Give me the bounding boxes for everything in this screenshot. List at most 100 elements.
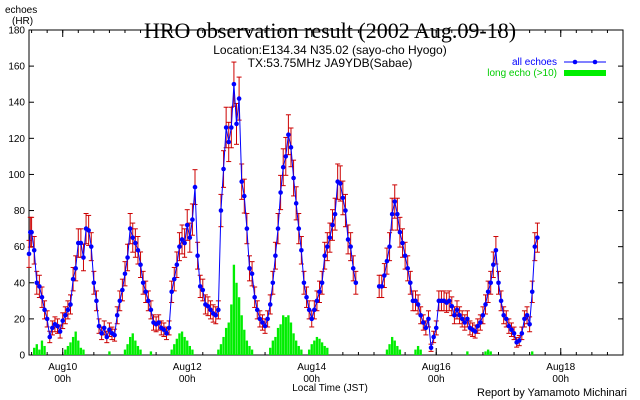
data-point: [73, 266, 78, 271]
long-echo-bar: [128, 336, 132, 355]
data-point: [532, 244, 538, 249]
data-point: [50, 325, 55, 331]
data-point: [34, 280, 40, 286]
long-echo-bar: [489, 351, 492, 355]
long-echo-bar: [186, 340, 189, 355]
long-echo-bar: [123, 349, 127, 355]
data-point: [26, 251, 32, 257]
long-echo-bar: [82, 349, 85, 355]
data-point: [501, 312, 506, 318]
data-point: [449, 303, 455, 309]
long-echo-bar: [131, 333, 134, 355]
data-point: [55, 323, 60, 329]
data-point: [431, 334, 436, 340]
long-echo-bar: [240, 315, 243, 355]
long-echo-bar: [284, 317, 287, 355]
long-echo-bar: [79, 347, 83, 355]
data-point: [197, 284, 203, 289]
data-point: [31, 247, 37, 253]
x-tick-sublabel: 00h: [552, 374, 569, 385]
long-echo-bar: [248, 345, 251, 355]
data-point: [270, 280, 276, 286]
plot-area: 020406080100120140160180Aug1000hAug1200h…: [8, 26, 624, 385]
long-echo-bar: [486, 349, 490, 355]
long-echo-bar: [243, 329, 246, 355]
data-point: [516, 338, 522, 343]
data-point: [332, 211, 338, 217]
long-echo-bar: [40, 340, 44, 355]
data-point: [397, 229, 403, 235]
data-point: [249, 271, 255, 277]
data-point: [42, 307, 47, 313]
data-point: [216, 307, 221, 313]
long-echo-bar: [313, 340, 316, 355]
data-point: [130, 235, 136, 240]
data-point: [120, 287, 125, 293]
long-echo-bar: [531, 351, 534, 355]
data-point: [395, 211, 400, 217]
legend: all echoes long echo (>10): [487, 57, 606, 79]
long-echo-bar: [318, 338, 321, 355]
data-point: [465, 316, 470, 322]
legend-label-long-echo: long echo (>10): [487, 68, 557, 79]
long-echo-bar: [71, 336, 75, 355]
data-point: [299, 247, 304, 253]
long-echo-bar: [323, 345, 326, 355]
long-echo-bar: [245, 340, 249, 355]
data-point: [218, 208, 224, 213]
data-point: [200, 287, 206, 293]
long-echo-bar: [398, 349, 402, 355]
long-echo-bar: [64, 349, 67, 355]
data-point: [382, 273, 387, 278]
data-point: [462, 320, 468, 325]
data-point: [267, 302, 273, 307]
long-echo-bar: [292, 333, 295, 355]
data-point: [343, 208, 348, 213]
data-point: [506, 323, 512, 329]
data-point: [286, 132, 291, 138]
data-point: [433, 325, 439, 331]
y-axis-label: echoes: [5, 5, 37, 16]
data-point: [146, 298, 151, 304]
data-point: [306, 307, 312, 313]
data-point: [350, 266, 356, 271]
y-tick-label: 120: [8, 134, 25, 145]
long-echo-bar: [289, 322, 293, 355]
long-echo-bar: [326, 347, 329, 355]
data-point: [488, 280, 494, 286]
data-point: [63, 312, 68, 318]
data-point: [296, 226, 302, 231]
data-point: [226, 139, 232, 145]
long-echo-bar: [466, 351, 469, 355]
data-point: [262, 323, 268, 329]
long-echo-bar: [287, 315, 290, 355]
data-point: [420, 320, 426, 325]
long-echo-bar: [139, 349, 142, 355]
long-echo-bar: [484, 351, 487, 355]
data-point: [527, 322, 532, 327]
long-echo-bar: [307, 349, 311, 355]
long-echo-bar: [279, 324, 282, 355]
data-point: [317, 289, 322, 295]
chart-subtitle-line-1: Location:E134.34 N35.02 (sayo-cho Hyogo): [213, 43, 446, 57]
y-tick-label: 60: [14, 242, 26, 253]
data-point: [415, 302, 421, 307]
data-point: [114, 312, 120, 318]
data-point: [522, 316, 527, 322]
data-point: [408, 280, 413, 286]
long-echo-bar: [178, 333, 181, 355]
long-echo-bar: [282, 315, 285, 355]
data-point: [389, 211, 395, 217]
long-echo-bar: [170, 349, 173, 355]
data-point: [345, 237, 351, 242]
legend-marker-all-echoes: [592, 59, 598, 65]
long-echo-bar: [250, 349, 254, 355]
data-point: [47, 334, 53, 340]
data-point: [322, 253, 328, 258]
data-point: [327, 235, 333, 240]
data-point: [496, 280, 501, 286]
data-point: [122, 271, 128, 277]
data-point: [148, 307, 154, 313]
legend-marker-all-echoes: [572, 59, 578, 65]
